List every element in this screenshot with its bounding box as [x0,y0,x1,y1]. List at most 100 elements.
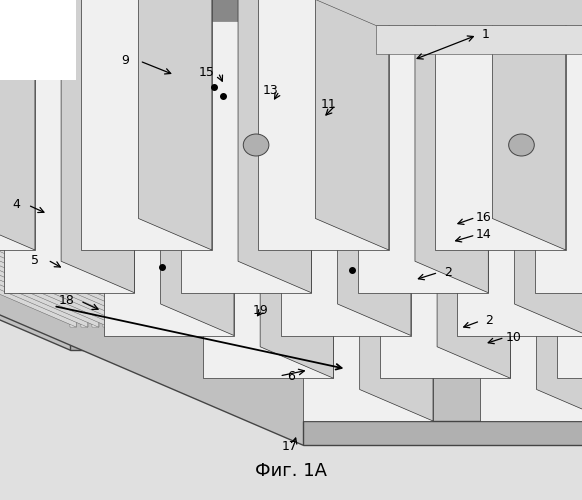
Polygon shape [92,0,98,327]
Polygon shape [0,0,375,327]
Polygon shape [0,0,198,327]
Polygon shape [258,0,264,327]
Polygon shape [376,26,582,54]
Polygon shape [436,42,579,64]
Polygon shape [0,0,76,327]
Polygon shape [0,0,231,327]
Polygon shape [0,0,40,48]
Polygon shape [169,0,176,327]
Text: 14: 14 [475,228,491,241]
Text: 11: 11 [321,98,337,112]
Polygon shape [0,0,132,327]
Polygon shape [0,0,286,327]
Polygon shape [0,0,143,327]
Text: 2: 2 [444,266,452,279]
Polygon shape [182,0,226,48]
Polygon shape [4,0,134,293]
Polygon shape [244,0,288,48]
Text: 2: 2 [485,314,493,328]
Text: 10: 10 [505,331,521,344]
Polygon shape [161,0,303,22]
Polygon shape [391,0,397,327]
Polygon shape [194,0,226,48]
Polygon shape [335,0,342,327]
Polygon shape [191,0,198,327]
Polygon shape [180,0,187,327]
Polygon shape [0,0,582,26]
Polygon shape [81,0,212,250]
Text: 1: 1 [482,28,490,42]
Polygon shape [58,0,102,48]
Polygon shape [203,26,333,378]
Polygon shape [0,0,320,327]
Polygon shape [81,0,87,327]
Polygon shape [0,0,109,327]
Text: 18: 18 [59,294,75,308]
Polygon shape [514,0,582,22]
Polygon shape [357,0,364,327]
Polygon shape [435,0,566,250]
Polygon shape [214,0,220,327]
Polygon shape [406,38,582,69]
Polygon shape [313,0,320,327]
Polygon shape [376,0,582,316]
Polygon shape [0,0,187,327]
Polygon shape [0,0,98,327]
Polygon shape [114,0,120,327]
Polygon shape [480,69,582,421]
Polygon shape [139,0,212,250]
Polygon shape [535,0,582,293]
Polygon shape [360,38,433,421]
Polygon shape [0,41,582,316]
Polygon shape [380,26,510,378]
Polygon shape [0,0,154,327]
Polygon shape [260,42,402,64]
Polygon shape [324,0,331,327]
Polygon shape [161,0,234,336]
Text: Фиг. 1А: Фиг. 1А [255,462,327,480]
Polygon shape [376,316,582,339]
Polygon shape [303,421,582,445]
Polygon shape [307,0,510,26]
Polygon shape [0,0,353,327]
Polygon shape [8,0,40,48]
Polygon shape [0,0,176,327]
Text: 9: 9 [121,54,129,68]
Polygon shape [368,0,375,327]
Polygon shape [0,0,242,327]
Polygon shape [247,0,253,327]
Polygon shape [0,0,386,327]
Polygon shape [557,26,582,378]
Polygon shape [302,0,308,327]
Polygon shape [120,0,164,48]
Polygon shape [70,0,102,48]
Polygon shape [379,0,386,327]
Polygon shape [514,0,582,336]
Polygon shape [104,0,234,336]
Polygon shape [306,0,350,48]
Polygon shape [0,0,364,327]
Polygon shape [0,220,582,445]
Polygon shape [158,0,165,327]
Polygon shape [130,0,333,26]
Text: 6: 6 [287,370,295,382]
Polygon shape [0,0,209,327]
Text: 4: 4 [12,198,20,211]
Polygon shape [70,327,582,350]
Polygon shape [0,0,35,250]
Polygon shape [291,0,297,327]
Polygon shape [303,69,433,421]
Polygon shape [338,0,411,336]
Polygon shape [537,38,582,421]
Bar [0,0,76,80]
Polygon shape [181,0,311,293]
Polygon shape [338,0,480,22]
Polygon shape [260,0,333,378]
Text: 17: 17 [282,440,298,452]
Polygon shape [225,0,231,327]
Polygon shape [415,0,488,293]
Polygon shape [437,0,510,378]
Polygon shape [281,0,411,336]
Polygon shape [484,0,582,26]
Polygon shape [136,0,143,327]
